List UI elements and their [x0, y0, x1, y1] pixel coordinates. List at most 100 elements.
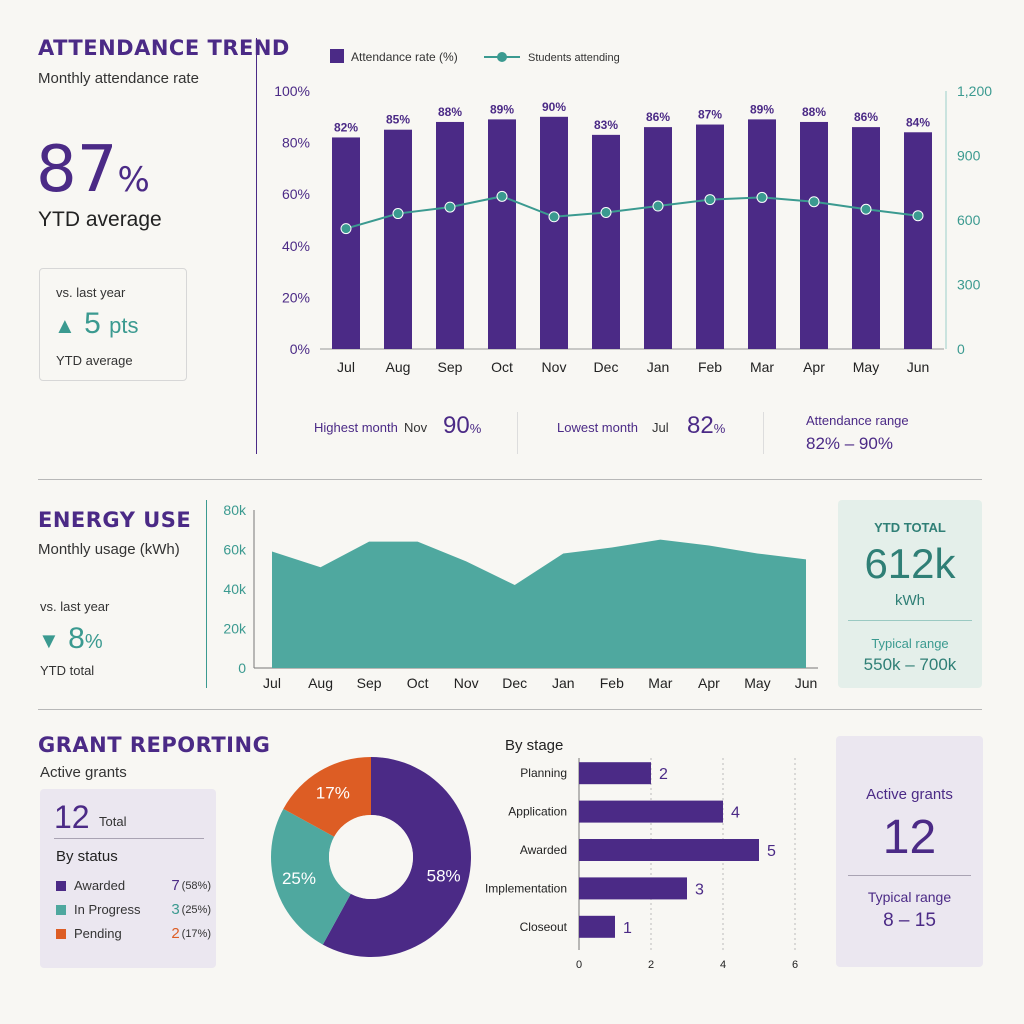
energy-total-card: YTD TOTAL 612k kWh Typical range 550k – …: [838, 500, 982, 688]
energy-card-title: YTD TOTAL: [874, 520, 946, 535]
y2-tick-label: 300: [957, 277, 981, 293]
bar-data-label: 84%: [906, 115, 930, 129]
grant-status-donut: 58% 25% 17%: [271, 757, 471, 957]
y2-tick-label: 0: [957, 341, 965, 357]
energy-x-tick: Dec: [502, 675, 527, 691]
energy-x-tick: Jul: [263, 675, 281, 691]
attendance-range-value: 82% – 90%: [806, 434, 893, 453]
stage-value-label: 4: [731, 805, 740, 822]
attendance-bar: [904, 132, 932, 349]
stage-category-label: Planning: [520, 766, 567, 780]
x-tick-label: Apr: [803, 359, 825, 375]
section-divider-2: [38, 709, 982, 710]
stat-divider-1: [517, 412, 518, 454]
students-point: [340, 223, 352, 235]
grants-total-value: 12: [54, 799, 90, 835]
highest-month-label: Highest month: [314, 420, 398, 435]
energy-x-tick: Nov: [454, 675, 479, 691]
grants-status-card: 12 Total By status Awarded 7 (58%) In Pr…: [40, 789, 216, 968]
students-point: [496, 190, 508, 202]
grants-total-label: Total: [99, 814, 127, 829]
status-swatch: [56, 904, 66, 915]
x-tick-label: Jul: [337, 359, 355, 375]
attendance-vs-label: vs. last year: [56, 285, 126, 300]
energy-area: [272, 539, 806, 668]
stage-x-tick: 4: [720, 959, 726, 971]
attendance-bar: [696, 124, 724, 349]
energy-y-tick: 0: [238, 660, 246, 676]
y-tick-label: 100%: [274, 83, 310, 99]
x-tick-label: Oct: [491, 359, 513, 375]
bar-data-label: 87%: [698, 108, 722, 122]
students-point: [652, 200, 664, 212]
energy-x-tick: Apr: [698, 675, 720, 691]
status-swatch: [56, 928, 66, 939]
legend-line-dot: [497, 52, 507, 62]
energy-subtitle: Monthly usage (kWh): [38, 541, 180, 558]
attendance-range-label: Attendance range: [806, 413, 909, 428]
energy-y-tick: 20k: [223, 621, 247, 637]
x-tick-label: Dec: [594, 359, 619, 375]
status-row-in-progress: In Progress 3 (25%): [56, 901, 211, 918]
bar-data-label: 89%: [750, 102, 774, 116]
bar-data-label: 85%: [386, 113, 410, 127]
energy-divider: [206, 500, 207, 688]
y-tick-label: 0%: [290, 341, 310, 357]
attendance-bar: [592, 134, 620, 349]
students-point: [756, 191, 768, 203]
y-tick-label: 40%: [282, 238, 310, 254]
students-point: [912, 210, 924, 222]
by-stage-label: By stage: [505, 737, 564, 754]
attendance-bar: [800, 121, 828, 350]
attendance-subtitle: Monthly attendance rate: [38, 70, 199, 87]
stage-x-tick: 6: [792, 959, 798, 971]
students-point: [860, 203, 872, 215]
lowest-month-name: Jul: [652, 420, 669, 435]
stage-x-tick: 0: [576, 959, 582, 971]
y2-tick-label: 600: [957, 212, 981, 228]
lowest-month-label: Lowest month: [557, 420, 638, 435]
stage-bar: [579, 877, 687, 900]
active-grants-value: 12: [882, 811, 937, 864]
energy-chart: 0 20k 40k 60k 80k Jul Aug Sep Oct Nov Dec Jan Feb Mar…: [223, 502, 818, 691]
attendance-bar: [436, 121, 464, 350]
bar-data-label: 82%: [334, 120, 358, 134]
y-tick-label: 80%: [282, 135, 310, 151]
donut-hole: [329, 815, 413, 899]
grants-range-label: Typical range: [867, 889, 952, 905]
highest-month-name: Nov: [404, 420, 428, 435]
bar-data-label: 86%: [854, 110, 878, 124]
energy-range-label: Typical range: [871, 636, 949, 651]
energy-card-unit: kWh: [895, 592, 925, 609]
y2-tick-label: 1,200: [957, 83, 992, 99]
stage-category-label: Closeout: [520, 920, 568, 934]
x-tick-label: Nov: [542, 359, 567, 375]
bar-data-label: 88%: [438, 105, 462, 119]
stage-category-label: Implementation: [485, 881, 567, 895]
stage-bar: [579, 762, 651, 785]
stat-divider-2: [763, 412, 764, 454]
bar-data-label: 86%: [646, 110, 670, 124]
legend-bar-label: Attendance rate (%): [351, 50, 458, 64]
legend-line-label: Students attending: [528, 52, 620, 64]
energy-title: ENERGY USE: [38, 508, 192, 532]
grants-card-divider: [54, 838, 204, 839]
x-tick-label: Jun: [907, 359, 930, 375]
active-grants-divider: [848, 875, 971, 876]
students-line: [345, 195, 919, 230]
grants-range-value: 8 – 15: [883, 910, 936, 931]
x-tick-label: May: [853, 359, 879, 375]
attendance-vs-sub: YTD average: [56, 353, 133, 368]
grants-subtitle: Active grants: [40, 764, 127, 781]
stage-value-label: 5: [767, 843, 776, 860]
energy-x-tick: Feb: [600, 675, 624, 691]
attendance-title: ATTENDANCE TREND: [38, 36, 290, 60]
bar-data-label: 83%: [594, 118, 618, 132]
students-point: [548, 211, 560, 223]
attendance-vs-card: vs. last year ▲ 5 pts YTD average: [39, 268, 187, 381]
stage-bar: [579, 839, 759, 861]
attendance-bar: [852, 127, 880, 350]
energy-vs-value: ▼ 8%: [38, 622, 103, 655]
energy-vs-label: vs. last year: [40, 599, 110, 614]
energy-y-tick: 80k: [223, 502, 247, 518]
